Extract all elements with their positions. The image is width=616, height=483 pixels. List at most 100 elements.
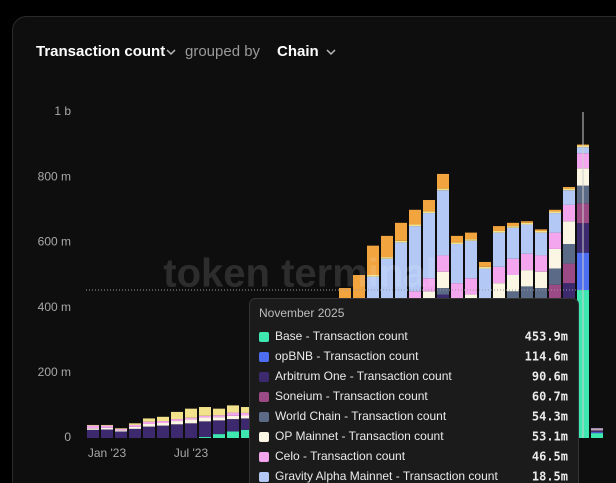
bar-segment (493, 266, 505, 284)
y-tick-label: 400 m (38, 300, 71, 314)
bar-segment (115, 431, 127, 438)
bar-segment (507, 226, 519, 228)
bar-segment (129, 428, 141, 438)
bar-segment (521, 221, 533, 223)
tooltip-swatch (259, 332, 269, 342)
bar-segment (213, 420, 225, 435)
y-tick-label: 0 (64, 430, 71, 444)
chevron[interactable] (326, 49, 336, 56)
tooltip-series-name: Gravity Alpha Mainnet - Transaction coun… (275, 469, 498, 483)
metric-selector[interactable]: Transaction count (36, 43, 165, 60)
bar-segment (157, 423, 169, 426)
bar-segment (381, 257, 393, 259)
group-selector[interactable]: Chain (277, 43, 319, 60)
bar-segment (199, 407, 211, 416)
bar-segment (241, 412, 253, 416)
bar-segment (199, 437, 211, 438)
bar-segment (115, 428, 127, 431)
watermark: token terminal (163, 252, 436, 296)
bar-segment (227, 419, 239, 432)
bar-segment (87, 424, 99, 426)
bar-segment (129, 426, 141, 429)
bar-segment (549, 268, 561, 285)
bar-segment (185, 423, 197, 438)
bar-segment (563, 204, 575, 222)
grouped-by-label: grouped by (185, 43, 261, 60)
bar-segment (199, 415, 211, 418)
bar-segment (213, 415, 225, 418)
bar-segment (479, 266, 491, 269)
bar-segment (563, 263, 575, 284)
bar-segment (563, 190, 575, 205)
bar-segment (521, 222, 533, 225)
bar-segment (591, 432, 603, 434)
bar-segment (157, 416, 169, 422)
bar-segment (549, 213, 561, 233)
bar-segment (535, 288, 547, 302)
bar-segment (143, 426, 155, 438)
bar-segment (549, 284, 561, 302)
bar-segment (535, 232, 547, 256)
bar-segment (563, 244, 575, 264)
bar-segment (213, 434, 225, 438)
bar-segment (185, 419, 197, 424)
tooltip-series-name: Base - Transaction count (275, 329, 408, 343)
bar-segment (563, 221, 575, 245)
bar-segment (395, 242, 407, 305)
bar-segment (465, 278, 477, 295)
bar-segment (507, 222, 519, 227)
tooltip-series-name: World Chain - Transaction count (275, 409, 447, 423)
chevron[interactable] (166, 49, 176, 56)
bar-segment (185, 417, 197, 420)
tooltip-title: November 2025 (259, 306, 345, 320)
bar-segment (409, 224, 421, 227)
bar-segment (563, 188, 575, 191)
tooltip-value: 114.6m (525, 350, 568, 364)
bar-segment (493, 230, 505, 233)
bar-segment (521, 253, 533, 271)
bar-segment (507, 275, 519, 292)
bar-segment (591, 429, 603, 430)
tooltip-swatch (259, 392, 269, 402)
bar-segment (591, 430, 603, 432)
bar-segment (185, 408, 197, 418)
tooltip-swatch (259, 472, 269, 482)
bar-segment (535, 271, 547, 289)
bar-segment (451, 283, 463, 303)
bar-segment (241, 429, 253, 438)
bar-segment (171, 424, 183, 438)
bar-segment (591, 429, 603, 431)
bar-segment (535, 229, 547, 231)
tooltip-series-name: Soneium - Transaction count (275, 389, 428, 403)
bar-segment (87, 428, 99, 430)
tooltip-series-name: opBNB - Transaction count (275, 349, 419, 363)
bar-segment (213, 408, 225, 416)
bar-segment (591, 431, 603, 433)
tooltip-swatch (259, 412, 269, 422)
bar-segment (549, 232, 561, 249)
bar-segment (563, 186, 575, 189)
bar-segment (115, 430, 127, 432)
bar-segment (171, 411, 183, 420)
bar-segment (409, 226, 421, 292)
bar-segment (521, 270, 533, 287)
tooltip-swatch (259, 372, 269, 382)
bar-segment (129, 423, 141, 425)
bar-segment (437, 255, 449, 272)
tooltip-value: 54.3m (532, 410, 568, 424)
bar-segment (101, 429, 113, 438)
bar-segment (227, 405, 239, 413)
tooltip-swatch (259, 432, 269, 442)
bar-segment (227, 431, 239, 438)
bar-segment (493, 232, 505, 267)
bar-segment (381, 235, 393, 258)
bar-segment (101, 425, 113, 428)
x-tick-label: Jan '23 (88, 446, 127, 460)
bar-segment (157, 425, 169, 438)
bar-segment (479, 261, 491, 267)
bar-segment (101, 427, 113, 430)
bar-segment (437, 188, 449, 191)
bar-segment (241, 415, 253, 419)
bar-segment (87, 425, 99, 429)
tooltip: November 2025 Base - Transaction count 45… (249, 298, 579, 483)
